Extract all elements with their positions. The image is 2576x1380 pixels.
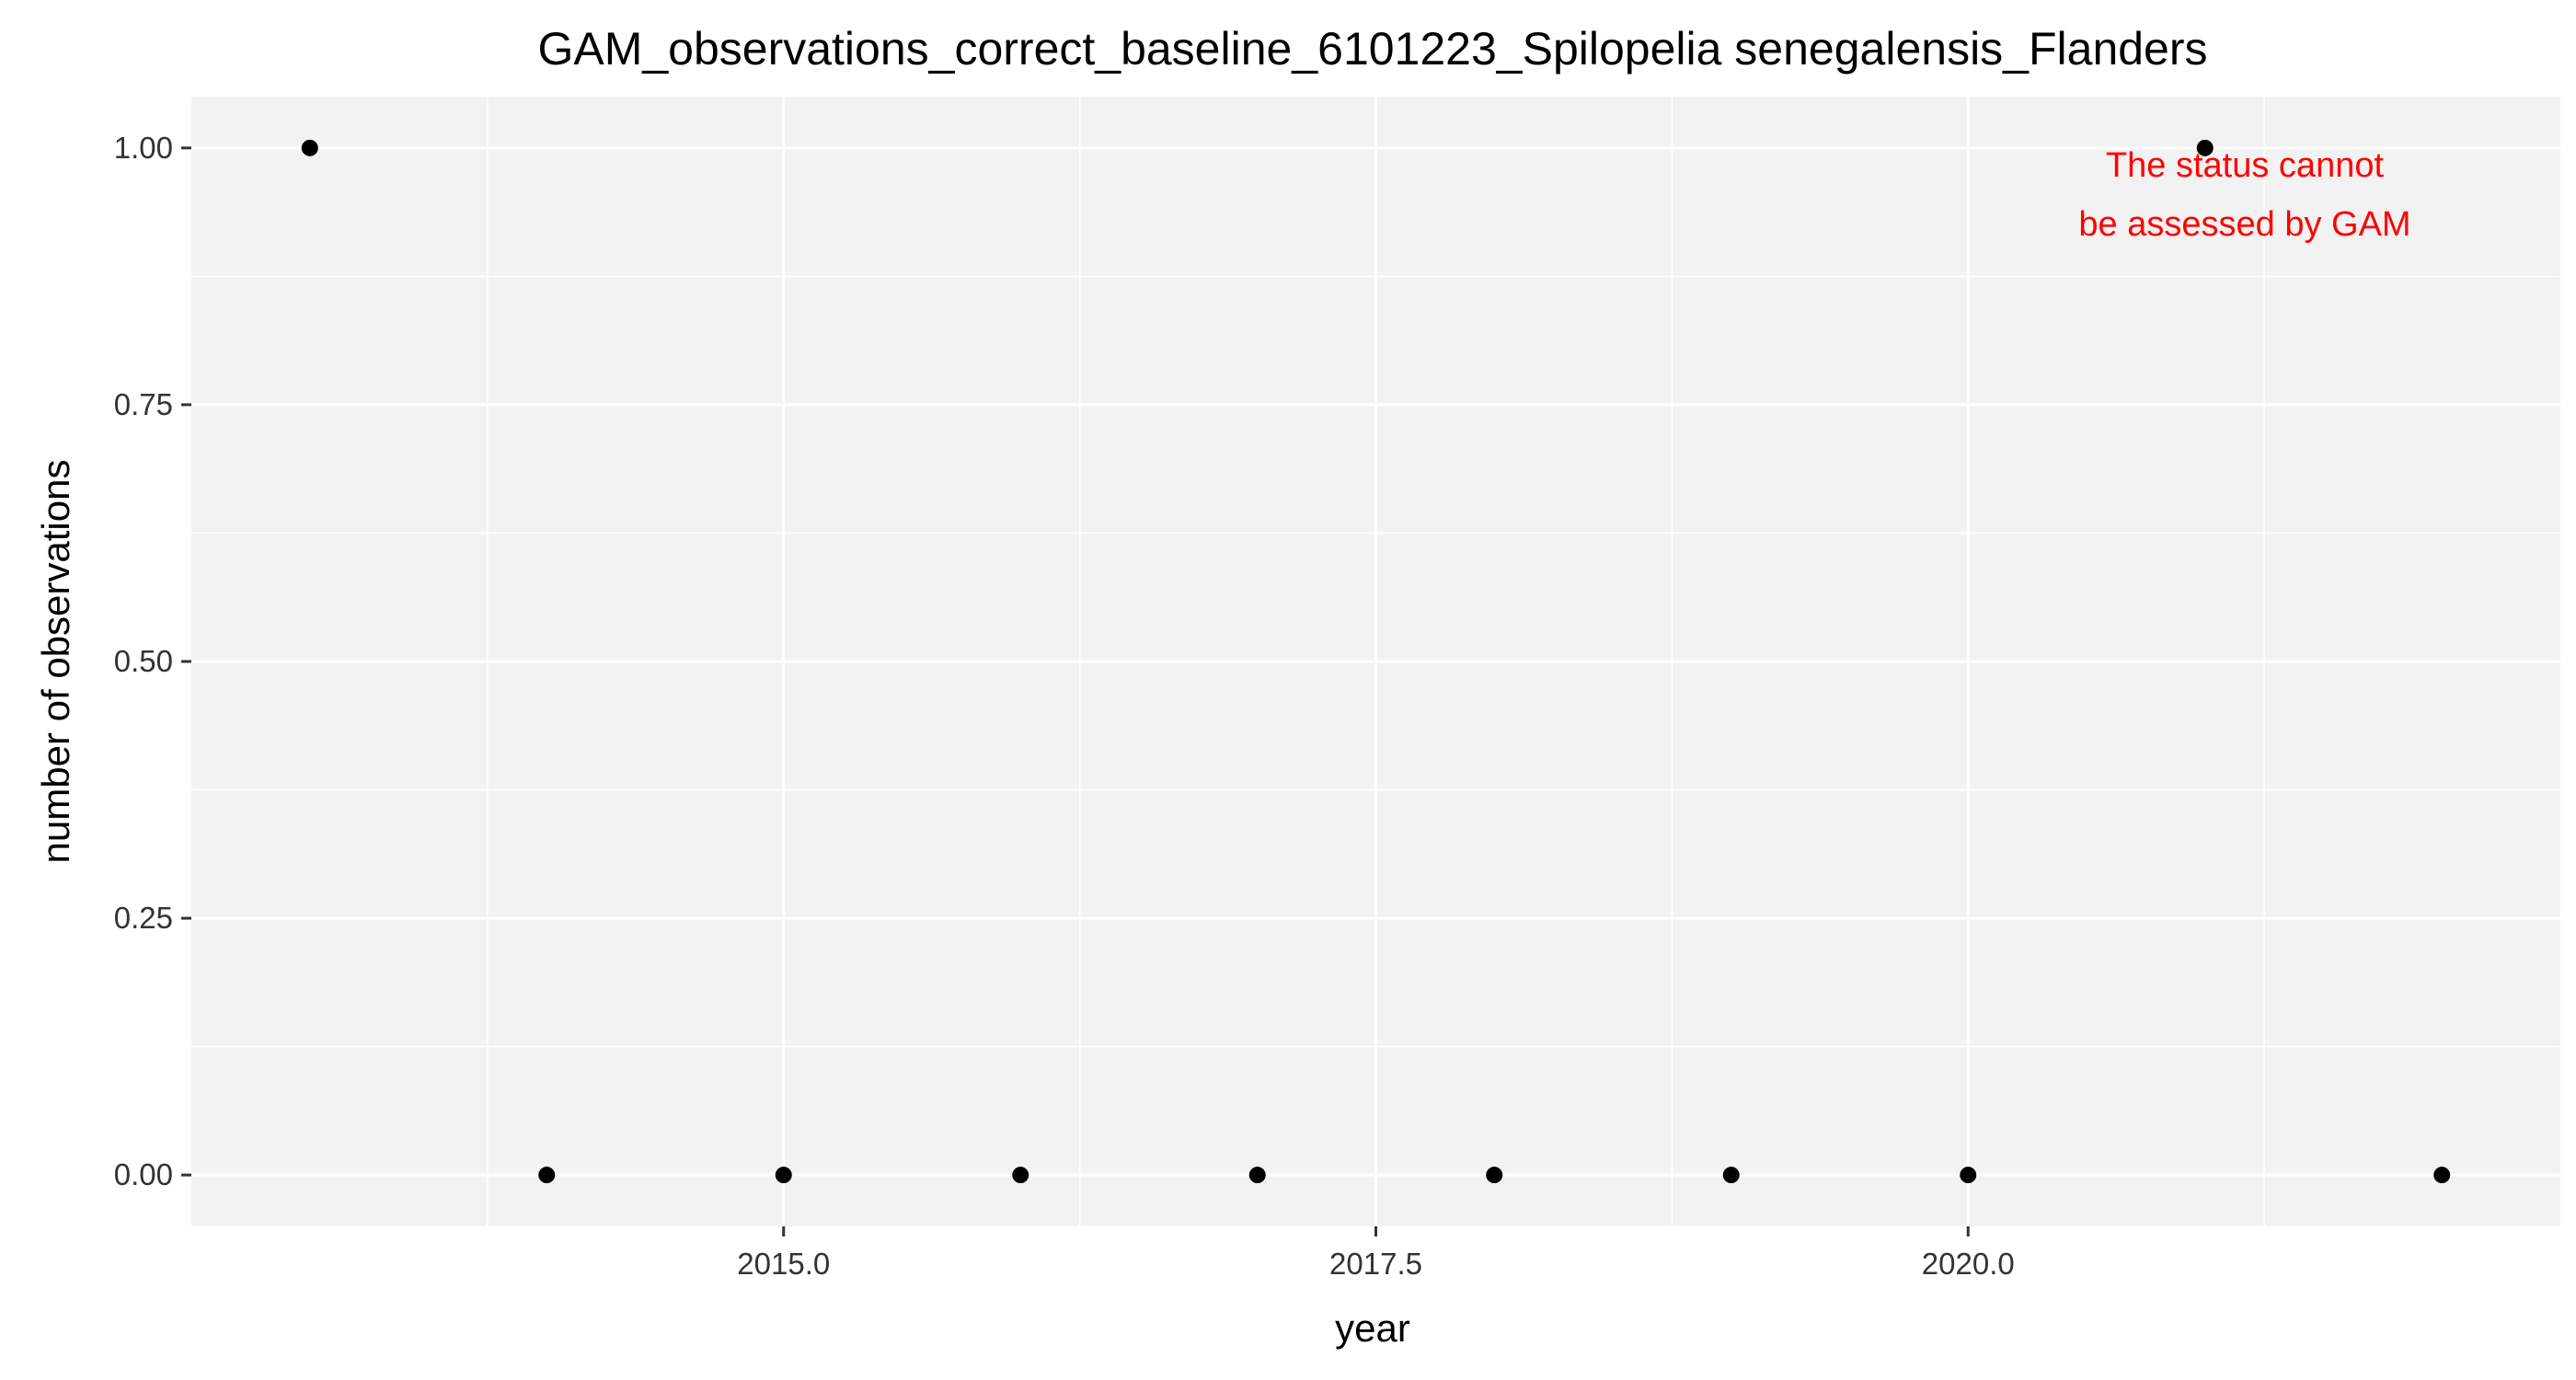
annotation-line: be assessed by GAM xyxy=(2078,205,2410,244)
data-point xyxy=(1960,1167,1977,1184)
annotation-line: The status cannot xyxy=(2106,146,2385,185)
x-axis-title: year xyxy=(1335,1306,1410,1350)
y-tick-label: 1.00 xyxy=(114,131,173,165)
data-point xyxy=(1012,1167,1029,1184)
x-tick-label: 2020.0 xyxy=(1922,1247,2015,1281)
x-tick-label: 2015.0 xyxy=(737,1247,830,1281)
chart-title: GAM_observations_correct_baseline_610122… xyxy=(537,23,2207,75)
y-tick-label: 0.25 xyxy=(114,901,173,935)
data-point xyxy=(538,1167,556,1184)
data-points xyxy=(301,139,2451,1184)
y-axis-title: number of observations xyxy=(34,460,77,864)
y-tick-label: 0.75 xyxy=(114,387,173,421)
data-point xyxy=(301,139,318,156)
y-tick-label: 0.00 xyxy=(114,1157,173,1191)
y-tick-label: 0.50 xyxy=(114,644,173,678)
x-tick-label: 2017.5 xyxy=(1329,1247,1422,1281)
status-annotation: The status cannot be assessed by GAM xyxy=(2078,146,2410,244)
data-point xyxy=(2433,1167,2451,1184)
data-point xyxy=(1486,1167,1503,1184)
data-point xyxy=(1722,1167,1740,1184)
y-axis: 0.00 0.25 0.50 0.75 1.00 xyxy=(114,131,191,1191)
x-axis: 2015.0 2017.5 2020.0 xyxy=(737,1226,2015,1281)
data-point xyxy=(775,1167,792,1184)
grid-major xyxy=(191,97,2560,1226)
data-point xyxy=(2196,139,2214,156)
data-point xyxy=(1248,1167,1266,1184)
